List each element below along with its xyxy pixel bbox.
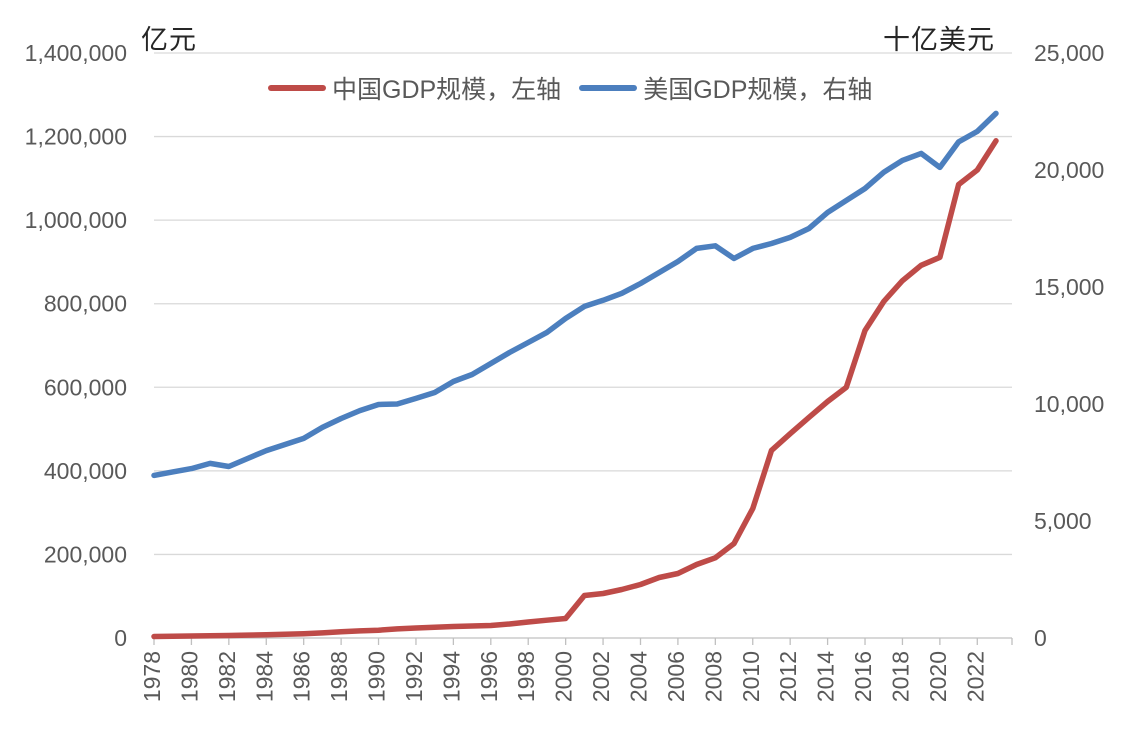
legend-item-china: 中国GDP规模，左轴 [268, 70, 561, 106]
x-axis-tick-label: 1996 [476, 651, 502, 702]
x-axis-tick-label: 2010 [738, 651, 764, 702]
right-axis-tick-label: 25,000 [1034, 40, 1104, 66]
x-axis-labels: 1978 1980 1982 1984 1986 1988 1990 1992 1994 1996… [139, 651, 988, 702]
x-axis-tick-label: 1986 [289, 651, 315, 702]
x-axis-tick-label: 2006 [663, 651, 689, 702]
x-axis-tick-label: 1998 [513, 651, 539, 702]
x-axis-tick-label: 1980 [176, 651, 202, 702]
x-axis-tick-label: 1978 [139, 651, 165, 702]
left-axis-tick-label: 800,000 [44, 291, 127, 317]
us-line-swatch [579, 85, 638, 91]
x-axis-tick-label: 1992 [401, 651, 427, 702]
legend: 中国GDP规模，左轴 美国GDP规模，右轴 [268, 70, 872, 106]
x-axis-tick-label: 2004 [625, 651, 651, 702]
x-axis-tick-label: 2014 [813, 651, 839, 702]
x-axis-tick-label: 2022 [962, 651, 988, 702]
x-axis-tick-label: 1990 [364, 651, 390, 702]
china-gdp-line [151, 138, 999, 640]
left-axis-tick-label: 0 [114, 625, 127, 651]
x-axis-tick-label: 2008 [700, 651, 726, 702]
x-axis-tick-label: 2000 [551, 651, 577, 702]
legend-label-china: 中国GDP规模，左轴 [332, 76, 562, 104]
x-axis-tick-label: 1984 [251, 651, 277, 702]
us-gdp-line [151, 110, 999, 479]
x-axis-tick-label: 2018 [887, 651, 913, 702]
gridlines [154, 52, 1012, 556]
legend-item-us: 美国GDP规模，右轴 [579, 70, 872, 106]
right-axis-tick-label: 15,000 [1034, 274, 1104, 300]
x-axis-tick-label: 1988 [326, 651, 352, 702]
x-axis [153, 637, 1013, 645]
left-axis-tick-label: 1,000,000 [25, 207, 127, 233]
x-axis-tick-label: 2002 [588, 651, 614, 702]
x-axis-tick-label: 2020 [925, 651, 951, 702]
right-axis-tick-label: 20,000 [1034, 157, 1104, 183]
right-axis-tick-label: 10,000 [1034, 391, 1104, 417]
china-line-swatch [268, 85, 326, 91]
legend-label-us: 美国GDP规模，右轴 [643, 76, 873, 104]
right-axis-tick-label: 5,000 [1034, 508, 1092, 534]
left-axis-tick-label: 200,000 [44, 541, 127, 567]
left-axis-title: 亿元 [141, 25, 197, 55]
x-axis-tick-label: 2016 [850, 651, 876, 702]
left-axis-tick-label: 400,000 [44, 458, 127, 484]
left-axis-tick-label: 600,000 [44, 374, 127, 400]
x-axis-tick-label: 2012 [775, 651, 801, 702]
x-axis-tick-label: 1994 [438, 651, 464, 702]
x-axis-tick-label: 1982 [214, 651, 240, 702]
right-axis-tick-label: 0 [1034, 625, 1047, 651]
left-axis-tick-label: 1,400,000 [25, 40, 127, 66]
right-axis-labels: 0 5,000 10,000 15,000 20,000 25,000 [1034, 40, 1104, 651]
left-axis-labels: 0 200,000 400,000 600,000 800,000 1,000,000 1,… [25, 40, 127, 651]
right-axis-title: 十亿美元 [883, 25, 995, 55]
left-axis-tick-label: 1,200,000 [25, 124, 127, 150]
